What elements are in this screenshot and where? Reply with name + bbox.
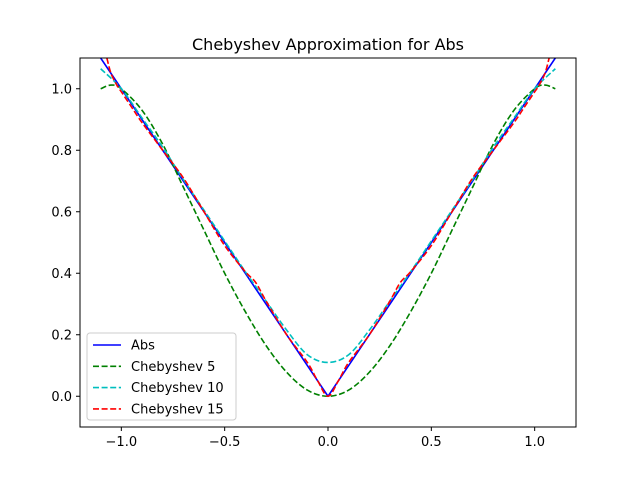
legend-label: Abs: [131, 339, 155, 354]
x-tick-label: 1.0: [524, 435, 545, 450]
x-tick-label: −1.0: [106, 435, 138, 450]
x-axis: −1.0 −0.5 0.0 0.5 1.0: [106, 427, 545, 450]
legend-label: Chebyshev 15: [131, 402, 224, 417]
series-line-chebyshev-10: [100, 68, 556, 364]
chart-title: Chebyshev Approximation for Abs: [192, 35, 464, 54]
series-line-chebyshev-15: [106, 58, 550, 398]
y-axis: 0.0 0.2 0.4 0.6 0.8 1.0: [51, 82, 80, 405]
x-tick-label: 0.5: [421, 435, 442, 450]
x-tick-label: 0.0: [318, 435, 339, 450]
series-layer: [100, 58, 556, 398]
legend-box: [86, 332, 237, 421]
x-tick-label: −0.5: [209, 435, 241, 450]
legend-items: Abs Chebyshev 5 Chebyshev 10 Chebyshev 15: [93, 339, 224, 417]
y-tick-label: 0.6: [51, 205, 72, 220]
legend-label: Chebyshev 10: [131, 381, 224, 396]
y-tick-label: 0.4: [51, 267, 72, 282]
legend: Abs Chebyshev 5 Chebyshev 10 Chebyshev 15: [86, 332, 237, 421]
y-tick-label: 0.0: [51, 390, 72, 405]
y-tick-label: 1.0: [51, 82, 72, 97]
y-tick-label: 0.8: [51, 144, 72, 159]
y-tick-label: 0.2: [51, 328, 72, 343]
legend-label: Chebyshev 5: [131, 360, 215, 375]
